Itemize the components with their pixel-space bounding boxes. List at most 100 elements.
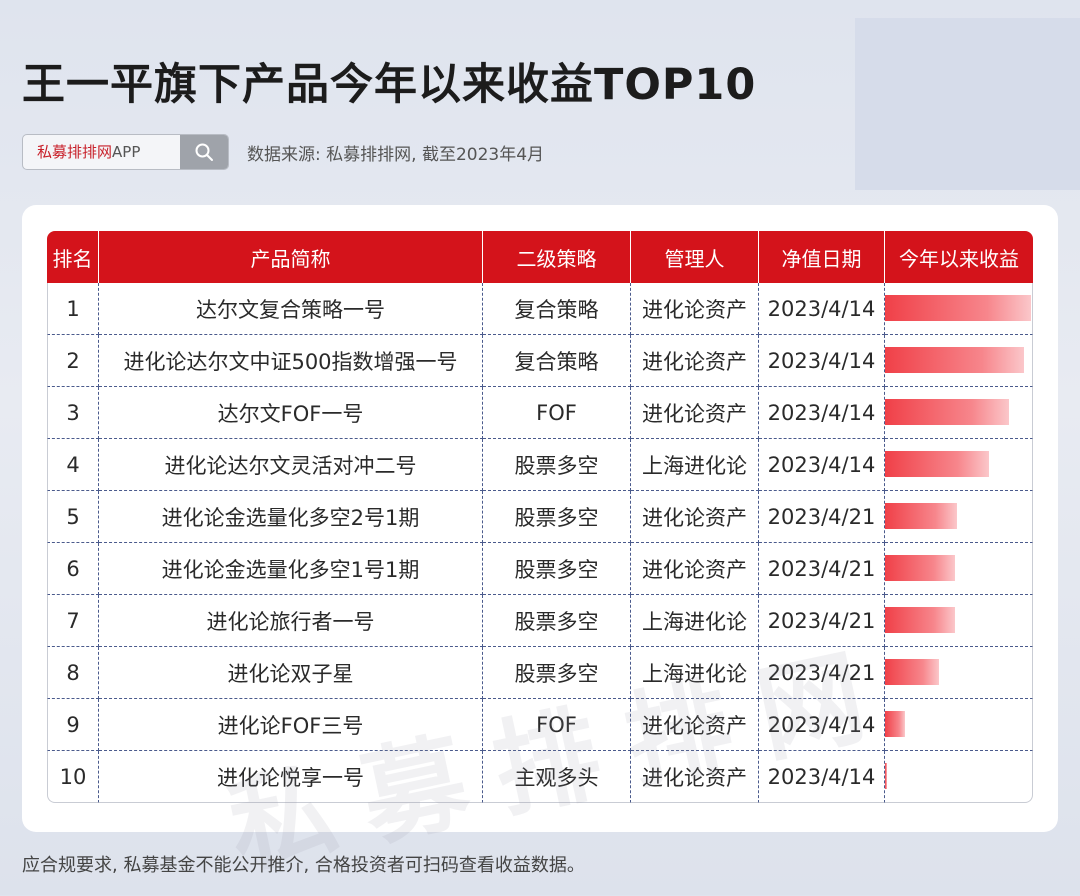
background-decoration: [855, 18, 1080, 190]
ytd-return-cell: [885, 699, 1033, 751]
ytd-return-bar: [885, 711, 905, 737]
header-product: 产品简称: [99, 231, 483, 283]
ytd-return-cell: [885, 751, 1033, 803]
nav-date-cell: 2023/4/21: [759, 491, 885, 543]
page-title: 王一平旗下产品今年以来收益TOP10: [22, 60, 757, 110]
header-ytd-return: 今年以来收益: [885, 231, 1033, 283]
strategy-cell: FOF: [483, 699, 631, 751]
rank-cell: 9: [47, 699, 99, 751]
ytd-return-cell: [885, 283, 1033, 335]
manager-cell: 进化论资产: [631, 387, 759, 439]
table-row: 2 进化论达尔文中证500指数增强一号 复合策略 进化论资产 2023/4/14: [47, 335, 1033, 387]
ytd-return-bar: [885, 555, 955, 581]
product-name-cell: 进化论达尔文灵活对冲二号: [99, 439, 483, 491]
manager-cell: 进化论资产: [631, 335, 759, 387]
ytd-return-bar: [885, 295, 1031, 321]
manager-cell: 上海进化论: [631, 647, 759, 699]
header-rank: 排名: [47, 231, 99, 283]
rank-cell: 1: [47, 283, 99, 335]
strategy-cell: 复合策略: [483, 283, 631, 335]
table-body: 1 达尔文复合策略一号 复合策略 进化论资产 2023/4/14 2 进化论达尔文中证500…: [47, 283, 1033, 803]
ytd-return-bar: [885, 763, 887, 789]
table-row: 8 进化论双子星 股票多空 上海进化论 2023/4/21: [47, 647, 1033, 699]
manager-cell: 进化论资产: [631, 543, 759, 595]
manager-cell: 进化论资产: [631, 491, 759, 543]
ytd-return-cell: [885, 439, 1033, 491]
table-row: 10 进化论悦享一号 主观多头 进化论资产 2023/4/14: [47, 751, 1033, 803]
strategy-cell: 复合策略: [483, 335, 631, 387]
table-card: 排名 产品简称 二级策略 管理人 净值日期 今年以来收益 1 达尔文复合策略一号复…: [22, 205, 1058, 890]
strategy-cell: 股票多空: [483, 439, 631, 491]
table-row: 9 进化论FOF三号 FOF 进化论资产 2023/4/14: [47, 699, 1033, 751]
table-row: 1 达尔文复合策略一号 复合策略 进化论资产 2023/4/14: [47, 283, 1033, 335]
table-row: 5 进化论金选量化多空2号1期 股票多空 进化论资产 2023/4/21: [47, 491, 1033, 543]
manager-cell: 上海进化论: [631, 595, 759, 647]
rank-cell: 10: [47, 751, 99, 803]
nav-date-cell: 2023/4/14: [759, 335, 885, 387]
product-name-cell: 进化论FOF三号: [99, 699, 483, 751]
product-name-cell: 进化论双子星: [99, 647, 483, 699]
product-name-cell: 进化论达尔文中证500指数增强一号: [99, 335, 483, 387]
strategy-cell: FOF: [483, 387, 631, 439]
nav-date-cell: 2023/4/14: [759, 699, 885, 751]
ytd-return-bar: [885, 451, 989, 477]
search-brand: 私募排排网: [37, 143, 113, 161]
ytd-return-cell: [885, 647, 1033, 699]
search-suffix: APP: [112, 143, 141, 161]
nav-date-cell: 2023/4/21: [759, 647, 885, 699]
manager-cell: 上海进化论: [631, 439, 759, 491]
product-name-cell: 进化论金选量化多空2号1期: [99, 491, 483, 543]
ytd-return-cell: [885, 335, 1033, 387]
nav-date-cell: 2023/4/21: [759, 543, 885, 595]
nav-date-cell: 2023/4/21: [759, 595, 885, 647]
ytd-return-bar: [885, 347, 1024, 373]
nav-date-cell: 2023/4/14: [759, 439, 885, 491]
ytd-return-cell: [885, 543, 1033, 595]
strategy-cell: 股票多空: [483, 647, 631, 699]
search-icon: [195, 143, 213, 161]
rank-cell: 7: [47, 595, 99, 647]
manager-cell: 进化论资产: [631, 751, 759, 803]
rank-cell: 8: [47, 647, 99, 699]
strategy-cell: 主观多头: [483, 751, 631, 803]
search-text: 私募排排网APP: [37, 135, 140, 169]
rank-cell: 2: [47, 335, 99, 387]
product-name-cell: 进化论金选量化多空1号1期: [99, 543, 483, 595]
rank-cell: 5: [47, 491, 99, 543]
product-name-cell: 达尔文复合策略一号: [99, 283, 483, 335]
nav-date-cell: 2023/4/14: [759, 387, 885, 439]
rank-cell: 6: [47, 543, 99, 595]
ytd-return-bar: [885, 399, 1009, 425]
data-source: 数据来源: 私募排排网, 截至2023年4月: [247, 145, 545, 165]
ytd-return-bar: [885, 659, 939, 685]
rank-cell: 4: [47, 439, 99, 491]
manager-cell: 进化论资产: [631, 699, 759, 751]
footer-note: 应合规要求, 私募基金不能公开推介, 合格投资者可扫码查看收益数据。: [22, 855, 585, 876]
search-button[interactable]: [180, 135, 228, 169]
strategy-cell: 股票多空: [483, 491, 631, 543]
header-date: 净值日期: [759, 231, 885, 283]
table-header-row: 排名 产品简称 二级策略 管理人 净值日期 今年以来收益: [47, 231, 1033, 283]
table-row: 6 进化论金选量化多空1号1期 股票多空 进化论资产 2023/4/21: [47, 543, 1033, 595]
search-bar[interactable]: 私募排排网APP: [22, 134, 229, 170]
ytd-return-cell: [885, 491, 1033, 543]
table-row: 7 进化论旅行者一号 股票多空 上海进化论 2023/4/21: [47, 595, 1033, 647]
ranking-table: 排名 产品简称 二级策略 管理人 净值日期 今年以来收益 1 达尔文复合策略一号复…: [47, 231, 1033, 803]
product-name-cell: 进化论悦享一号: [99, 751, 483, 803]
header-strategy: 二级策略: [483, 231, 631, 283]
ytd-return-bar: [885, 607, 955, 633]
nav-date-cell: 2023/4/14: [759, 751, 885, 803]
header-manager: 管理人: [631, 231, 759, 283]
product-name-cell: 进化论旅行者一号: [99, 595, 483, 647]
product-name-cell: 达尔文FOF一号: [99, 387, 483, 439]
ytd-return-cell: [885, 387, 1033, 439]
table-row: 3 达尔文FOF一号 FOF 进化论资产 2023/4/14: [47, 387, 1033, 439]
manager-cell: 进化论资产: [631, 283, 759, 335]
ytd-return-cell: [885, 595, 1033, 647]
ytd-return-bar: [885, 503, 957, 529]
table-row: 4 进化论达尔文灵活对冲二号 股票多空 上海进化论 2023/4/14: [47, 439, 1033, 491]
strategy-cell: 股票多空: [483, 543, 631, 595]
rank-cell: 3: [47, 387, 99, 439]
strategy-cell: 股票多空: [483, 595, 631, 647]
nav-date-cell: 2023/4/14: [759, 283, 885, 335]
